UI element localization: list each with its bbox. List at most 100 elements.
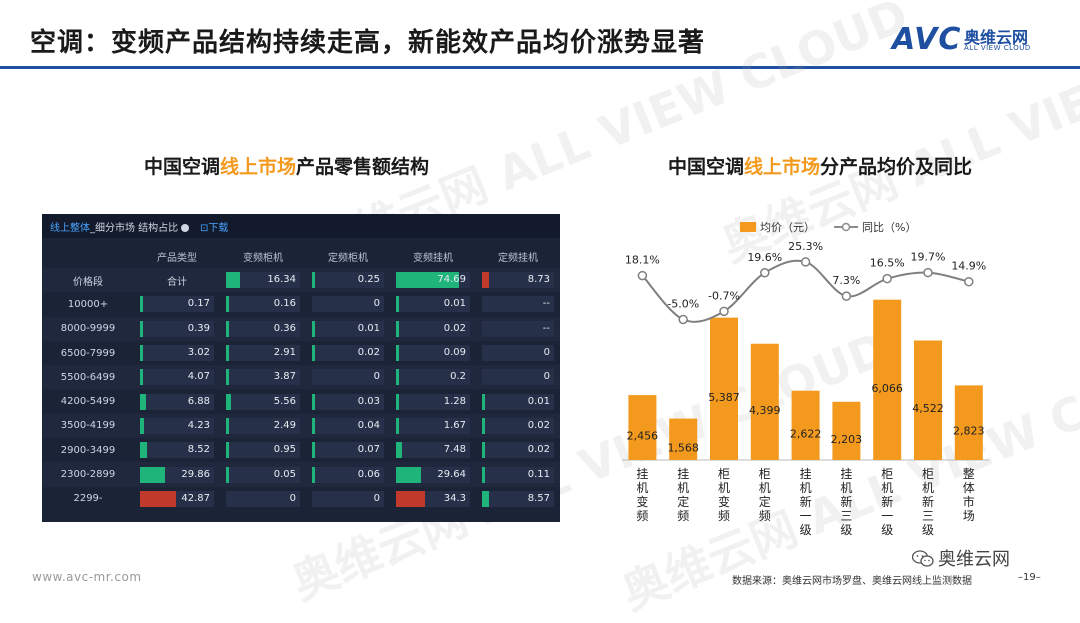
table-cell: 3.02 <box>134 341 220 365</box>
table-row: 5500-6499 4.07 3.87 0 0.2 0 <box>42 365 560 390</box>
table-cell: 0.04 <box>306 413 390 439</box>
cell-bar <box>396 320 399 337</box>
cell-value: 0.01 <box>357 322 380 334</box>
bar-value-label: 5,387 <box>708 391 740 404</box>
cell-value: 0 <box>543 347 550 359</box>
cell-value: 29.64 <box>437 468 466 480</box>
cell-bar <box>396 272 460 289</box>
row-label: 2300-2899 <box>42 462 134 487</box>
table-cell: -- <box>476 316 560 341</box>
row-label: 8000-9999 <box>42 316 134 341</box>
breadcrumb-link[interactable]: 线上整体 <box>50 223 90 234</box>
price-chart: 均价（元） 同比（%） 2,456 1,568 5,387 4,399 2,622 2,203… <box>622 221 990 537</box>
bar <box>914 340 942 460</box>
table-cell: 29.64 <box>390 462 476 487</box>
cell-bar <box>140 466 166 483</box>
cell-value: -- <box>542 298 550 310</box>
cell-value: 0.17 <box>187 298 210 310</box>
cell-value: 0.2 <box>450 371 466 383</box>
breadcrumb: 线上整体_细分市场 结构占比 <box>50 219 190 234</box>
cell-bar <box>312 417 315 434</box>
yoy-value-label: 16.5% <box>870 257 905 270</box>
cell-bar <box>312 320 315 337</box>
cell-bar <box>226 320 229 337</box>
page-number: –19– <box>1018 572 1041 583</box>
x-tick-label: 柜机定频 <box>759 467 771 523</box>
table-row: 3500-4199 4.23 2.49 0.04 1.67 0.02 <box>42 413 560 439</box>
table-cell: 0.36 <box>220 316 306 341</box>
col-header: 产品类型 <box>157 252 197 264</box>
table-cell: 74.69 <box>390 268 476 293</box>
table-cell: 3.87 <box>220 365 306 390</box>
yoy-value-label: 14.9% <box>951 260 986 273</box>
bar-value-label: 1,568 <box>667 441 699 454</box>
x-tick-label: 柜机变频 <box>718 467 730 523</box>
cell-value: 34.3 <box>443 492 466 504</box>
left-chart-title: 中国空调线上市场产品零售额结构 <box>144 156 430 178</box>
x-tick-label: 挂机新三级 <box>840 467 852 537</box>
cell-value: 2.49 <box>273 419 296 431</box>
bar <box>873 299 902 460</box>
cell-bar <box>312 466 315 483</box>
cell-value: 0.95 <box>273 444 296 456</box>
table-cell: 16.34 <box>220 268 306 293</box>
legend-marker <box>841 222 851 232</box>
row-label: 5500-6499 <box>42 365 134 390</box>
x-tick-label: 挂机新一级 <box>800 467 812 537</box>
table-cell: 5.56 <box>220 389 306 413</box>
cell-value: 0.03 <box>357 395 380 407</box>
structure-table: 产品类型 变频柜机 定频柜机 变频挂机 定频挂机 价格段 合计 16.34 0.25 7… <box>42 244 560 511</box>
cell-value: 0.11 <box>527 468 550 480</box>
row-label: 2299- <box>73 493 103 505</box>
col-header: 定频挂机 <box>498 252 538 264</box>
bar-value-label: 2,456 <box>627 430 659 443</box>
bar <box>710 317 738 460</box>
cell-value: 16.34 <box>267 274 296 286</box>
cell-value: 0.05 <box>273 468 296 480</box>
bar <box>832 401 861 460</box>
table-cell: 1.67 <box>390 413 476 439</box>
cell-value: 6.88 <box>187 395 210 407</box>
panel-toolbar: 线上整体_细分市场 结构占比 ⊡下载 <box>42 214 560 238</box>
table-cell: 34.3 <box>390 487 476 511</box>
table-cell: 4.07 <box>134 365 220 390</box>
table-cell: 0.02 <box>390 316 476 341</box>
cell-bar <box>226 272 240 289</box>
cell-value: 3.02 <box>187 347 210 359</box>
table-cell: 0.16 <box>220 292 306 316</box>
cell-value: 0.39 <box>187 322 210 334</box>
x-tick-label: 柜机新一级 <box>881 467 893 537</box>
cell-value: 5.56 <box>273 395 296 407</box>
table-cell: 7.48 <box>390 438 476 462</box>
table-row: 6500-7999 3.02 2.91 0.02 0.09 0 <box>42 341 560 365</box>
table-cell: 8.73 <box>476 268 560 293</box>
table-cell: 0.39 <box>134 316 220 341</box>
footer-url[interactable]: www.avc-mr.com <box>32 570 142 584</box>
bar-value-label: 2,823 <box>953 425 985 438</box>
table-cell: 0.25 <box>306 268 390 293</box>
table-cell: 0 <box>220 487 306 511</box>
page-title: 空调：变频产品结构持续走高，新能效产品均价涨势显著 <box>30 28 706 58</box>
cell-bar <box>140 296 143 313</box>
cell-value: 0 <box>373 298 380 310</box>
yoy-value-label: 19.6% <box>747 251 782 264</box>
table-cell: 0.02 <box>476 438 560 462</box>
bar <box>628 395 657 460</box>
yoy-value-label: 7.3% <box>832 274 860 287</box>
table-cell: 0.01 <box>476 389 560 413</box>
bar-value-label: 2,622 <box>790 427 822 440</box>
cell-bar <box>396 393 399 410</box>
cell-value: 4.07 <box>187 371 210 383</box>
cell-bar <box>140 345 143 362</box>
row-label: 10000+ <box>67 298 109 310</box>
cell-bar <box>482 490 490 507</box>
table-cell: 0.01 <box>306 316 390 341</box>
info-icon[interactable] <box>181 224 190 232</box>
yoy-point <box>760 268 770 278</box>
yoy-point <box>637 270 648 281</box>
cell-bar <box>396 296 399 313</box>
table-row: 4200-5499 6.88 5.56 0.03 1.28 0.01 <box>42 389 560 413</box>
download-button[interactable]: ⊡下载 <box>200 223 229 234</box>
table-cell: 4.23 <box>134 413 220 439</box>
cell-value: 0 <box>373 492 380 504</box>
